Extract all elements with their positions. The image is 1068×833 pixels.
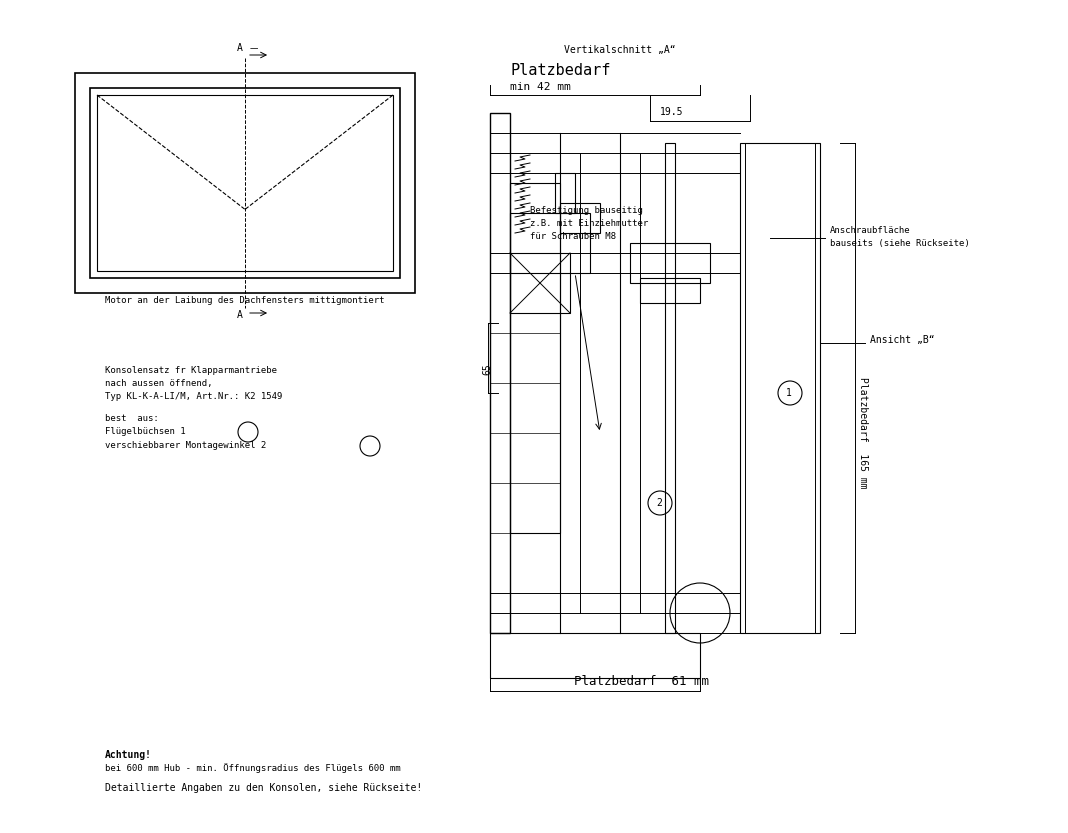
Text: Anschraubfläche: Anschraubfläche — [830, 226, 911, 235]
Text: Ansicht „B“: Ansicht „B“ — [870, 335, 934, 345]
Text: z.B. mit Einziehmutter: z.B. mit Einziehmutter — [530, 219, 648, 228]
Text: Flügelbüchsen 1: Flügelbüchsen 1 — [105, 427, 186, 436]
Bar — [740, 143, 820, 633]
Text: Detaillierte Angaben zu den Konsolen, siehe Rückseite!: Detaillierte Angaben zu den Konsolen, si… — [105, 783, 422, 793]
Bar — [555, 173, 575, 213]
Text: Platzbedarf  61 mm: Platzbedarf 61 mm — [574, 675, 709, 688]
Bar — [90, 88, 400, 278]
Text: 2: 2 — [656, 498, 662, 508]
Bar — [511, 253, 570, 313]
Text: verschiebbarer Montagewinkel 2: verschiebbarer Montagewinkel 2 — [105, 441, 266, 450]
Bar — [97, 95, 393, 271]
Text: A: A — [237, 310, 242, 320]
Bar — [665, 143, 675, 633]
Bar — [511, 183, 560, 533]
Text: Vertikalschnitt „A“: Vertikalschnitt „A“ — [564, 45, 676, 55]
Text: nach aussen öffnend,: nach aussen öffnend, — [105, 379, 213, 388]
Text: min 42 mm: min 42 mm — [511, 82, 570, 92]
Bar — [640, 278, 700, 303]
Text: A: A — [237, 43, 242, 53]
Text: bei 600 mm Hub - min. Öffnungsradius des Flügels 600 mm: bei 600 mm Hub - min. Öffnungsradius des… — [105, 763, 400, 773]
Bar — [490, 113, 511, 633]
Bar — [75, 73, 415, 293]
Text: Platzbedarf  165 mm: Platzbedarf 165 mm — [858, 377, 868, 489]
Text: Typ KL-K-A-LI/M, Art.Nr.: K2 1549: Typ KL-K-A-LI/M, Art.Nr.: K2 1549 — [105, 392, 282, 401]
Text: Befestigung bauseitig: Befestigung bauseitig — [530, 206, 643, 215]
Bar — [560, 203, 600, 233]
Bar — [745, 143, 815, 633]
Text: Konsolensatz fr Klapparmantriebe: Konsolensatz fr Klapparmantriebe — [105, 366, 277, 375]
Bar — [511, 213, 590, 273]
Text: 65: 65 — [482, 363, 492, 375]
Text: Motor an der Laibung des Dachfensters mittigmontiert: Motor an der Laibung des Dachfensters mi… — [105, 296, 384, 305]
Bar — [630, 243, 710, 283]
Text: bauseits (siehe Rückseite): bauseits (siehe Rückseite) — [830, 239, 970, 248]
Text: für Schrauben M8: für Schrauben M8 — [530, 232, 616, 241]
Text: Achtung!: Achtung! — [105, 750, 152, 760]
Text: —: — — [250, 44, 258, 53]
Text: best  aus:: best aus: — [105, 414, 159, 423]
Text: 1: 1 — [786, 388, 791, 398]
Bar — [490, 633, 700, 678]
Text: Platzbedarf: Platzbedarf — [511, 63, 611, 78]
Text: 19.5: 19.5 — [660, 107, 684, 117]
